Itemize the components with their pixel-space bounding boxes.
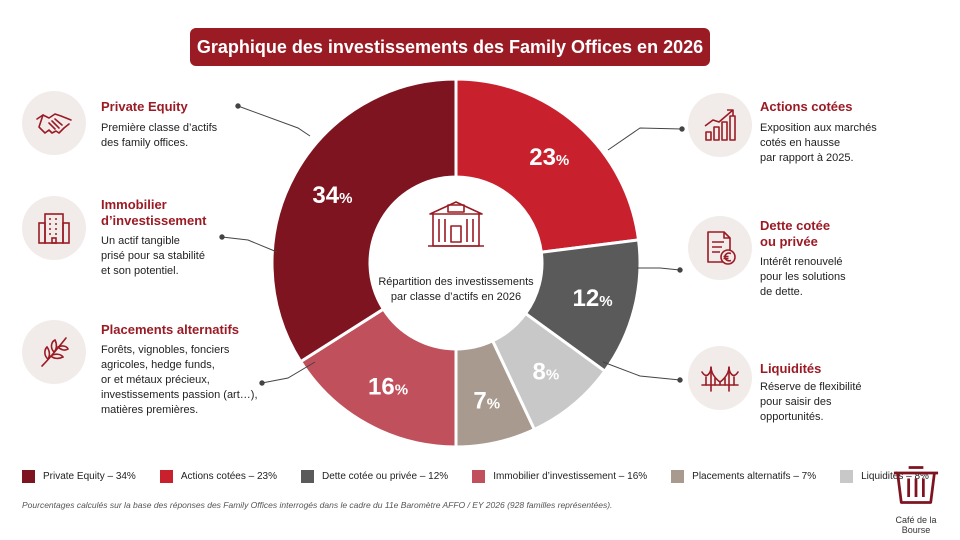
legend-swatch <box>22 469 35 483</box>
slice-label-2: 8% <box>533 359 560 386</box>
legend-item-0: Private Equity – 34% <box>22 469 136 483</box>
legend-swatch <box>301 469 314 483</box>
liquidites-desc: Réserve de flexibilité pour saisir des o… <box>760 381 862 423</box>
legend-item-3: Immobilier d’investissement – 16% <box>472 469 648 483</box>
placements-title: Placements alternatifs <box>101 322 240 337</box>
legend-label: Private Equity – 34% <box>43 470 136 482</box>
euro-document-icon <box>688 216 752 280</box>
legend-label: Immobilier d’investissement – 16% <box>493 470 648 482</box>
liquidites-title: Liquidités <box>760 361 822 376</box>
placements-desc: Forêts, vignobles, fonciers agricoles, h… <box>101 344 258 416</box>
donut-center <box>370 177 542 349</box>
private-equity-desc: Première classe d’actifs des family offi… <box>101 122 218 149</box>
legend-swatch <box>159 469 173 483</box>
private-equity-title: Private Equity <box>101 99 188 114</box>
actions-title: Actions cotées <box>760 99 853 114</box>
connector-placements <box>261 361 316 384</box>
connector-liquidites <box>602 361 681 381</box>
slice-label-4: 16% <box>368 374 408 401</box>
connector-private-equity <box>237 105 311 137</box>
legend-item-5: Liquidités – 8% <box>840 469 929 483</box>
building-icon <box>428 201 484 247</box>
footnote: Pourcentages calculés sur la base des ré… <box>22 500 613 510</box>
connector-immobilier <box>221 236 278 253</box>
actions-desc: Exposition aux marchés cotés en hausse p… <box>760 122 877 164</box>
growth-chart-icon <box>688 93 752 157</box>
legend-item-2: Dette cotée ou privée – 12% <box>301 469 449 483</box>
connector-dette <box>637 267 681 271</box>
legend-label: Placements alternatifs – 7% <box>692 470 817 482</box>
legend-label: Actions cotées – 23% <box>180 470 277 482</box>
leaf-branch-icon <box>22 320 86 384</box>
legend-label: Dette cotée ou privée – 12% <box>322 470 449 482</box>
office-building-icon <box>22 196 86 260</box>
immobilier-title: Immobilier d’investissement <box>101 197 207 228</box>
center-text-line2: par classe d’actifs en 2026 <box>391 291 521 303</box>
slice-label-5: 34% <box>312 182 352 209</box>
slice-label-3: 7% <box>473 388 500 415</box>
connector-actions <box>607 127 683 151</box>
immobilier-desc: Un actif tangible prisé pour sa stabilit… <box>101 235 205 277</box>
legend-swatch <box>840 469 854 483</box>
legend-swatch <box>671 469 685 483</box>
trash-can-icon <box>893 466 939 504</box>
chart-title: Graphique des investissements des Family… <box>190 28 710 66</box>
legend-label: Liquidités – 8% <box>861 470 929 482</box>
bridge-icon <box>688 346 752 410</box>
brand-label: Café de la Bourse <box>895 515 937 535</box>
handshake-icon <box>22 91 86 155</box>
center-text-line1: Répartition des investissements <box>378 276 534 288</box>
legend-item-1: Actions cotées – 23% <box>159 469 277 483</box>
slice-label-0: 23% <box>529 144 569 171</box>
dette-title: Dette cotée ou privée <box>760 218 831 249</box>
legend-item-4: Placements alternatifs – 7% <box>671 469 817 483</box>
slice-label-1: 12% <box>573 285 613 312</box>
legend-swatch <box>472 469 486 483</box>
legend: Private Equity – 34% Actions cotées – 23%… <box>22 467 929 485</box>
brand-logo: Café de la Bourse <box>880 462 952 535</box>
dette-desc: Intérêt renouvelé pour les solutions de … <box>760 256 846 298</box>
